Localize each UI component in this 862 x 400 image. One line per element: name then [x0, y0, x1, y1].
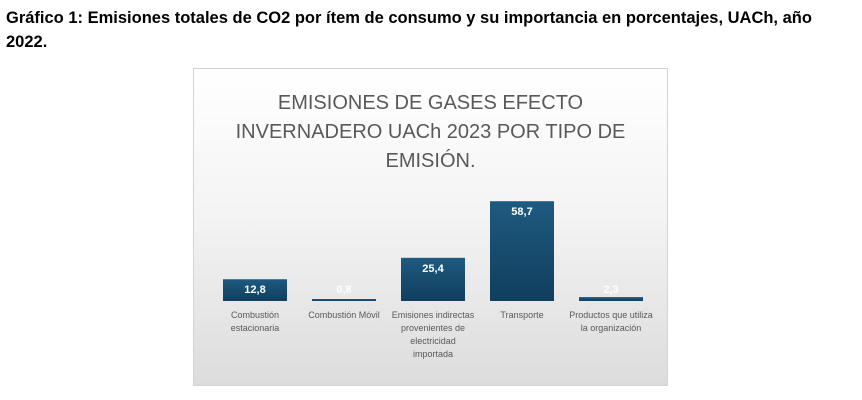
- chart-title: EMISIONES DE GASES EFECTO INVERNADERO UA…: [235, 92, 626, 172]
- chart-area: EMISIONES DE GASES EFECTO INVERNADERO UA…: [193, 68, 668, 386]
- bar-5: [579, 297, 643, 301]
- data-label-4: 58,7: [511, 206, 532, 218]
- data-label-2: 0,8: [336, 284, 351, 296]
- data-label-1: 12,8: [244, 284, 265, 296]
- data-label-5: 2,3: [603, 284, 618, 296]
- bar-4: [490, 201, 554, 301]
- bar-2: [312, 299, 376, 301]
- category-label-1: Combustión estacionaria: [230, 310, 280, 333]
- bar-plot: 12,8 0,8 25,4 58,7 2,3: [223, 201, 643, 301]
- category-label-4: Transporte: [500, 310, 544, 320]
- category-label-5: Productos que utiliza la organización: [569, 310, 653, 333]
- figure-caption: Gráfico 1: Emisiones totales de CO2 por …: [6, 9, 812, 51]
- bar-1: [223, 279, 287, 301]
- bar-3: [401, 257, 465, 301]
- data-label-3: 25,4: [422, 263, 444, 275]
- category-label-2: Combustión Móvil: [308, 310, 380, 320]
- category-label-3: Emisiones indirectas provenientes de ele…: [391, 310, 475, 359]
